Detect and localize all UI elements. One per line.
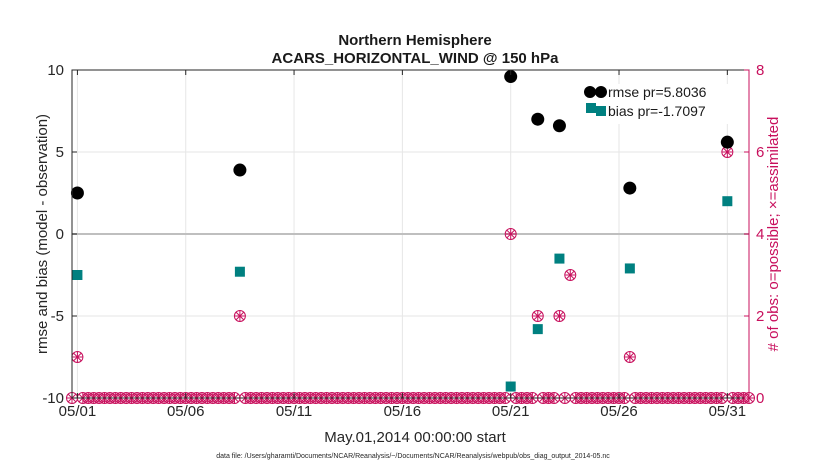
x-tick-label: 05/01 [59,403,97,420]
rmse-point [504,70,518,84]
obs-assimilated-marker [722,147,733,157]
bias-point [624,263,635,274]
x-tick-label: 05/06 [167,403,205,420]
axis-ticks: 05/01 05/06 05/11 05/16 05/21 05/26 05/31 -10 -5… [42,62,764,420]
legend-label-rmse: rmse pr=5.8036 [608,84,707,100]
bias-point [722,196,733,207]
y2-tick-label: 6 [756,144,764,161]
obs-assimilated-marker [565,270,576,280]
y2-tick-label: 2 [756,308,764,325]
x-axis-label: May.01,2014 00:00:00 start [324,429,506,446]
y2-tick-label: 8 [756,62,764,79]
obs-possible-marker [564,269,577,281]
x-tick-label: 05/11 [276,403,312,420]
y-tick-label: -10 [42,390,64,407]
rmse-point [233,163,247,177]
y-tick-label: -5 [51,308,64,325]
legend-marker-rmse-2 [595,86,607,98]
y2-tick-label: 0 [756,390,764,407]
obs-possible-marker [504,228,517,240]
y2-axis-label: # of obs: o=possible; ×=assimilated [765,117,782,352]
obs-assimilated-marker [505,229,516,239]
bias-point [554,253,565,264]
obs-assimilated-marker [532,311,543,321]
rmse-point [552,119,566,133]
obs-assimilated-marker [554,311,565,321]
legend-item-bias: bias pr=-1.7097 [586,103,706,119]
chart-subtitle: ACARS_HORIZONTAL_WIND @ 150 hPa [272,50,560,67]
rmse-point [623,181,637,195]
obs-possible-marker [623,351,636,363]
obs-possible-marker [553,310,566,322]
y-tick-label: 0 [56,226,64,243]
rmse-point [531,112,545,126]
obs-assimilated-marker [624,352,635,362]
legend-marker-bias [586,103,596,113]
legend-box [586,84,733,124]
x-tick-label: 05/21 [492,403,530,420]
bias-point [532,324,543,335]
legend: rmse pr=5.8036 bias pr=-1.7097 [584,84,733,124]
obs-assimilated-marker [234,311,245,321]
legend-item-rmse: rmse pr=5.8036 [584,84,707,100]
obs-assimilated-marker [72,352,83,362]
y2-tick-label: 4 [756,226,764,243]
y-tick-label: 10 [47,62,64,79]
x-tick-label: 05/31 [709,403,747,420]
legend-marker-bias-2 [596,106,606,116]
rmse-point [70,186,84,200]
legend-label-bias: bias pr=-1.7097 [608,103,706,119]
x-tick-label: 05/26 [600,403,638,420]
rmse-point [720,135,734,149]
bias-point [72,270,83,280]
y-tick-label: 5 [56,144,64,161]
obs-possible-marker [531,310,544,322]
y-axis-label: rmse and bias (model - observation) [34,114,51,354]
x-tick-label: 05/16 [384,403,422,420]
data-file-note: data file: /Users/gharamti/Documents/NCA… [216,453,610,460]
legend-marker-rmse [584,86,596,98]
bias-point [234,266,245,277]
chart-title: Northern Hemisphere [338,32,491,49]
bias-point [505,381,516,392]
rmse-bias-series [70,70,734,392]
obs-possible-marker [233,310,246,322]
